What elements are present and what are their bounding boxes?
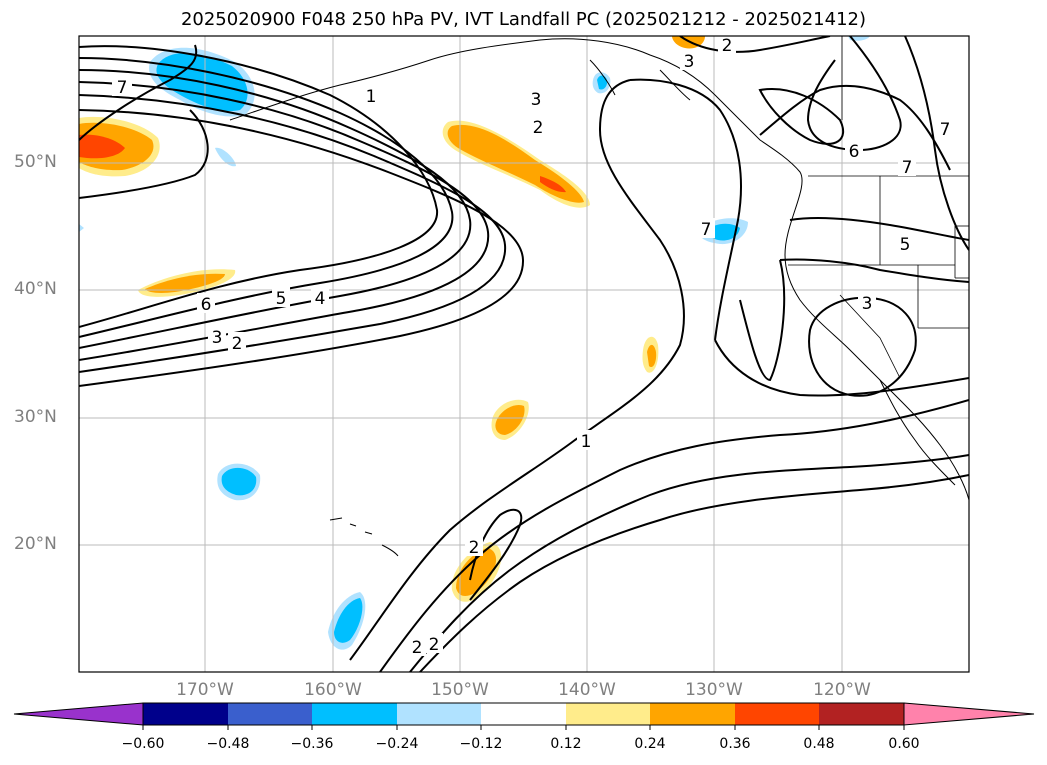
map-frame [78,35,970,673]
contour-label: 4 [315,289,326,309]
contour-label: 5 [900,235,911,255]
political-borders [788,36,969,379]
colorbar-tick-label: 0.48 [803,736,835,752]
lon-label-160w: 160°W [304,680,362,700]
lon-label-130w: 130°W [685,680,743,700]
colorbar-tick-label: 0.36 [719,736,751,752]
lat-label-20n: 20°N [14,534,57,554]
map-title: 2025020900 F048 250 hPa PV, IVT Landfall… [180,9,867,30]
colorbar-tick-label: −0.12 [459,736,503,752]
colorbar-tick-label: −0.24 [375,736,419,752]
lon-label-150w: 150°W [431,680,489,700]
lon-label-170w: 170°W [176,680,234,700]
lat-label-30n: 30°N [14,407,57,427]
lat-label-40n: 40°N [14,279,57,299]
contour-label: 2 [533,118,544,138]
contour-label: 7 [117,78,128,98]
contour-label: 2 [232,334,243,354]
coastlines [229,38,969,557]
contour-label: 3 [531,90,542,110]
contour-label: 3 [862,294,873,314]
contour-label: 2 [429,635,440,655]
contour-label: 5 [276,289,287,309]
lon-label-140w: 140°W [558,680,616,700]
contour-label: 2 [412,638,423,658]
contour-label: 6 [201,295,212,315]
contour-labels: 7 1 3 2 3 2 6 7 5 3 7 7 6 5 [112,36,954,658]
colorbar-tick-label: 0.12 [550,736,582,752]
contour-label: 1 [581,432,592,452]
lat-label-50n: 50°N [14,152,57,172]
contour-label: 2 [469,538,480,558]
lon-label-120w: 120°W [813,680,871,700]
contour-label: 2 [722,36,733,56]
contour-label: 7 [701,220,712,240]
colorbar-tick-label: −0.60 [121,736,165,752]
contour-label: 3 [212,328,223,348]
contour-label: 6 [849,142,860,162]
contour-label: 7 [902,158,913,178]
colorbar [13,702,1035,730]
contour-label: 1 [366,87,377,107]
contour-label: 3 [684,52,695,72]
colorbar-tick-label: −0.48 [206,736,250,752]
contour-label: 7 [940,120,951,140]
colorbar-tick-label: 0.60 [888,736,920,752]
colorbar-tick-label: −0.36 [290,736,334,752]
colorbar-tick-label: 0.24 [634,736,666,752]
